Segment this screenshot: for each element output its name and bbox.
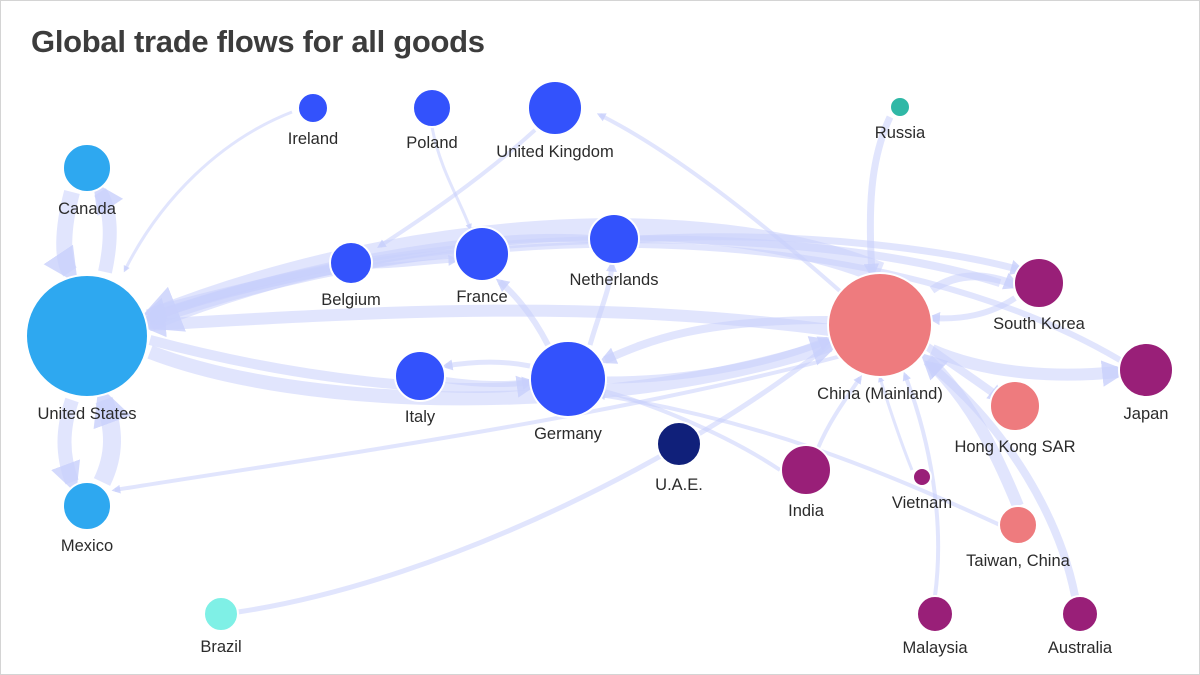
country-label-china: China (Mainland) — [817, 385, 943, 403]
country-label-taiwan: Taiwan, China — [966, 552, 1070, 570]
country-label-hong-kong: Hong Kong SAR — [954, 438, 1075, 456]
country-label-us: United States — [37, 405, 136, 423]
country-label-canada: Canada — [58, 200, 117, 218]
trade-flow-edge — [639, 233, 1026, 275]
country-label-italy: Italy — [405, 408, 436, 426]
country-node-italy[interactable] — [394, 350, 446, 402]
country-node-india[interactable] — [780, 444, 832, 496]
country-node-france[interactable] — [454, 226, 510, 282]
trade-flow-edge — [111, 353, 846, 494]
trade-flow-edge — [878, 375, 914, 471]
country-label-belgium: Belgium — [321, 291, 381, 309]
country-label-india: India — [788, 502, 825, 520]
country-node-netherlands[interactable] — [588, 213, 640, 265]
trade-flow-edge — [929, 344, 1129, 387]
country-node-russia[interactable] — [889, 96, 911, 118]
country-label-germany: Germany — [534, 425, 603, 443]
trade-flow-edge — [441, 359, 531, 371]
trade-flow-edge — [598, 316, 829, 364]
country-label-france: France — [456, 288, 507, 306]
country-label-vietnam: Vietnam — [892, 494, 952, 512]
trade-flow-edge — [93, 181, 124, 274]
trade-flow-edge — [587, 260, 617, 346]
country-node-japan[interactable] — [1118, 342, 1174, 398]
country-label-uk: United Kingdom — [496, 143, 613, 161]
trade-flow-edge — [237, 337, 839, 615]
country-label-malaysia: Malaysia — [902, 639, 968, 657]
country-label-mexico: Mexico — [61, 537, 113, 555]
trade-flow-edge — [596, 387, 782, 472]
trade-flow-edge — [371, 254, 460, 269]
country-node-germany[interactable] — [529, 340, 607, 418]
trade-flow-edge — [495, 278, 551, 347]
country-node-ireland[interactable] — [297, 92, 329, 124]
country-node-australia[interactable] — [1061, 595, 1099, 633]
country-node-taiwan[interactable] — [998, 505, 1038, 545]
country-node-uae[interactable] — [656, 421, 702, 467]
country-label-poland: Poland — [406, 134, 457, 152]
trade-flow-edge — [863, 115, 894, 280]
country-node-mexico[interactable] — [62, 481, 112, 531]
country-label-uae: U.A.E. — [655, 476, 703, 494]
country-node-canada[interactable] — [62, 143, 112, 193]
country-label-australia: Australia — [1048, 639, 1113, 657]
trade-flow-edge — [924, 360, 1079, 597]
country-node-us[interactable] — [25, 274, 149, 398]
trade-flow-edge — [444, 376, 536, 390]
chart-title: Global trade flows for all goods — [31, 24, 485, 59]
trade-flow-edge — [605, 336, 834, 384]
trade-flow-edge — [93, 385, 131, 486]
trade-flow-edge — [148, 335, 539, 398]
country-node-south-korea[interactable] — [1013, 257, 1065, 309]
country-label-brazil: Brazil — [200, 638, 241, 656]
country-label-ireland: Ireland — [288, 130, 338, 148]
country-label-netherlands: Netherlands — [570, 271, 659, 289]
country-nodes — [25, 80, 1174, 633]
trade-flow-edge — [43, 189, 80, 284]
country-node-china[interactable] — [827, 272, 933, 378]
trade-flow-edge — [123, 110, 293, 273]
trade-flow-edge — [430, 126, 472, 231]
country-label-russia: Russia — [875, 124, 926, 142]
country-node-belgium[interactable] — [329, 241, 373, 285]
country-node-uk[interactable] — [527, 80, 583, 136]
country-label-japan: Japan — [1124, 405, 1169, 423]
country-labels: United States Canada Mexico Brazil Ireland Po… — [37, 124, 1168, 657]
trade-flow-edge — [816, 375, 862, 449]
country-node-hong-kong[interactable] — [989, 380, 1041, 432]
trade-flow-edge — [929, 272, 1022, 294]
trade-flow-edge — [51, 397, 81, 494]
trade-flow-edge — [139, 304, 831, 338]
trade-flow-edge — [377, 128, 537, 248]
trade-flow-edge — [596, 113, 852, 302]
country-node-poland[interactable] — [412, 88, 452, 128]
trade-flow-edge — [926, 295, 1017, 326]
country-node-malaysia[interactable] — [916, 595, 954, 633]
country-node-vietnam[interactable] — [912, 467, 932, 487]
trade-flow-edge — [902, 371, 941, 597]
country-node-brazil[interactable] — [203, 596, 239, 632]
country-label-south-korea: South Korea — [993, 315, 1086, 333]
